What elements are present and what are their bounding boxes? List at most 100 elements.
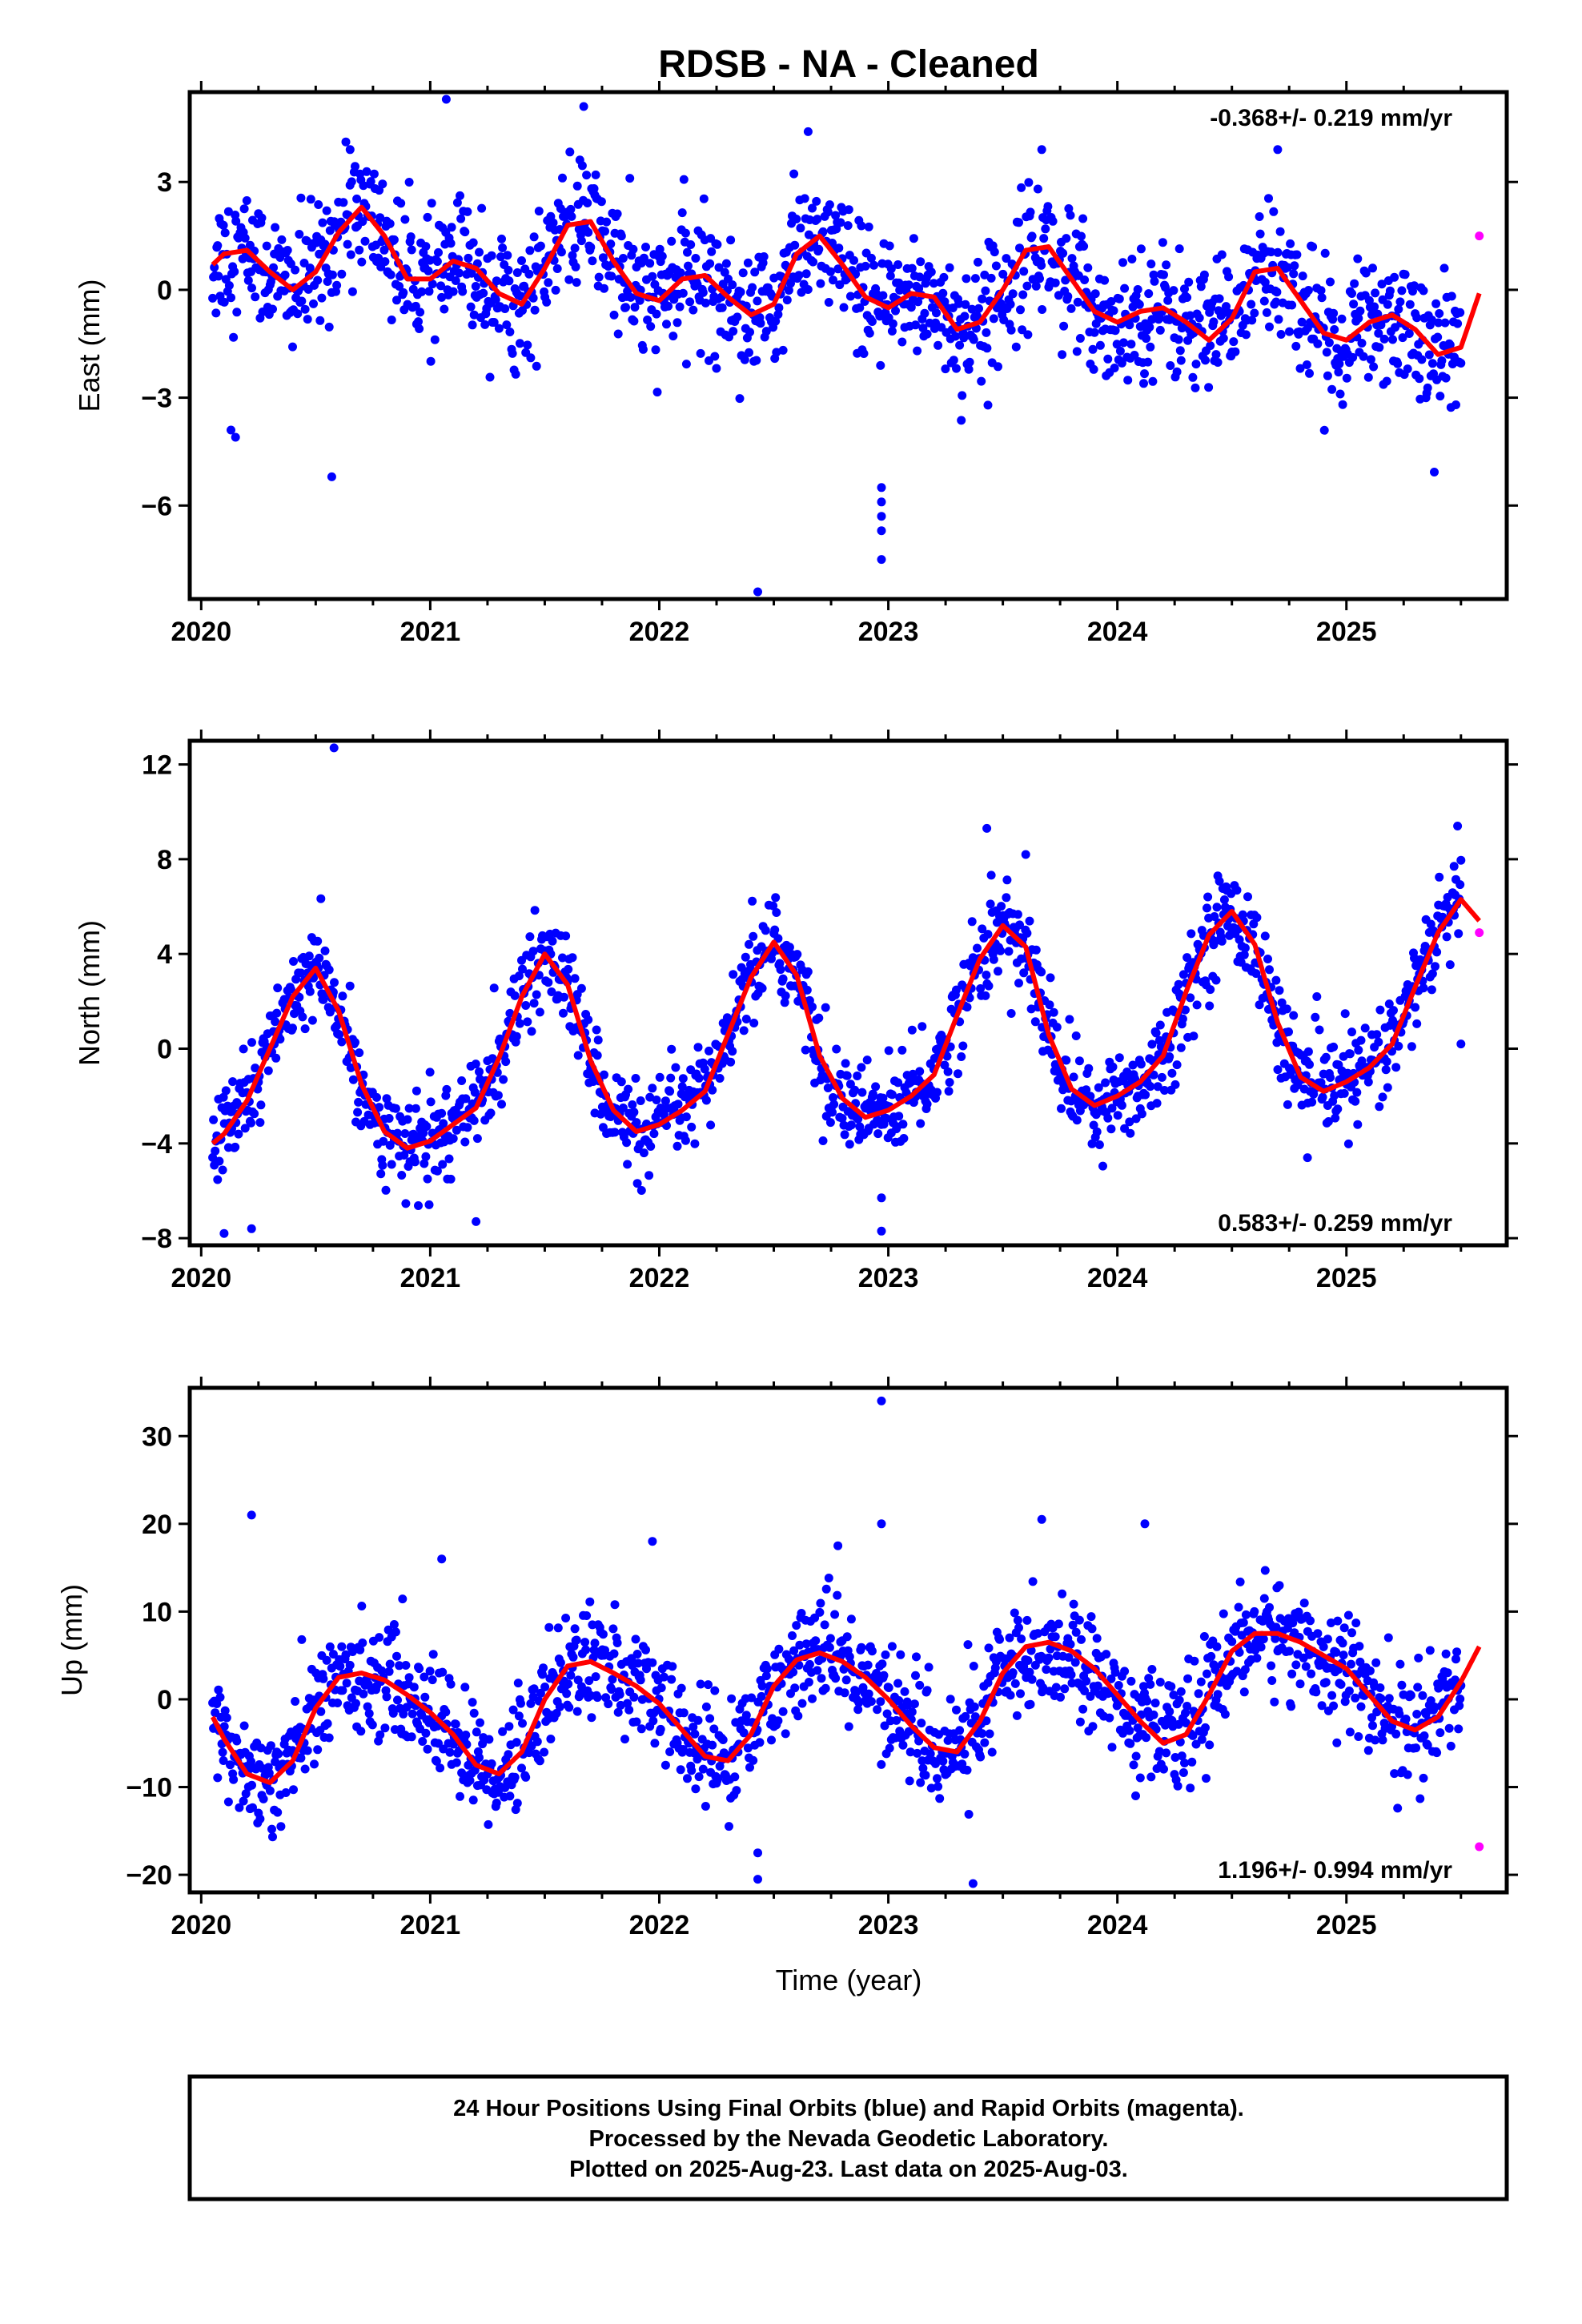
data-point [572,181,582,191]
data-point [1022,281,1032,291]
y-tick-label: −6 [141,491,172,521]
data-point [514,1711,524,1721]
data-point [1139,379,1148,388]
data-point [359,181,368,191]
final-orbit-points [208,1396,1466,1888]
data-point [745,1763,754,1772]
data-point [239,1044,248,1054]
data-point [1383,1633,1393,1642]
data-point [931,1759,940,1768]
data-point [1340,1009,1350,1019]
data-point [732,1786,741,1795]
data-point [584,1015,593,1024]
data-point [867,317,877,326]
data-point [980,1738,990,1747]
data-point [1186,311,1195,320]
data-point [778,345,788,355]
data-point [310,1759,319,1769]
data-point [523,340,532,350]
data-point [921,1771,930,1780]
data-point [678,1074,688,1084]
data-point [498,243,508,252]
data-point [504,265,513,275]
outlier-point [877,1519,886,1529]
data-point [869,260,878,270]
data-point [211,308,221,318]
data-point [677,1683,686,1693]
data-point [1251,969,1261,979]
data-point [1018,290,1028,300]
data-point [1351,1096,1360,1106]
data-point [596,197,606,207]
data-point [568,251,577,260]
data-point [512,1799,522,1808]
data-point [556,1658,565,1667]
data-point [293,1731,303,1740]
data-point [1405,300,1415,309]
data-point [970,274,980,283]
data-point [485,372,495,382]
data-point [1272,287,1282,297]
data-point [633,1659,643,1668]
data-point [912,1652,921,1662]
data-point [1074,1615,1084,1625]
data-point [366,177,375,187]
data-point [583,199,592,207]
data-point [402,1703,412,1712]
data-point [525,246,535,255]
data-point [668,1662,677,1671]
data-point [337,1037,347,1047]
data-point [1313,339,1323,348]
data-point [714,263,724,272]
data-point [351,1038,359,1047]
data-point [1176,1687,1186,1696]
data-point [1292,250,1302,259]
data-point [1089,1120,1098,1130]
data-point [745,939,753,949]
data-point [500,304,510,313]
data-point [1352,1088,1362,1097]
data-point [591,1672,600,1682]
data-point [438,1667,448,1677]
data-point [305,987,315,996]
data-point [612,1638,622,1647]
data-point [428,1675,437,1685]
data-point [1046,973,1055,983]
data-point [803,285,813,294]
data-point [705,259,715,268]
data-point [1205,1740,1215,1750]
data-point [823,207,833,217]
data-point [1381,1065,1391,1075]
data-point [1441,373,1451,383]
data-point [420,1159,429,1168]
data-point [250,1109,259,1119]
data-point [1260,278,1270,287]
data-point [729,970,738,979]
data-point [1061,275,1070,285]
data-point [1044,1653,1054,1663]
data-point [821,1584,831,1594]
data-point [853,1114,863,1124]
data-point [1363,1077,1373,1087]
data-point [1152,1099,1162,1108]
data-point [426,356,436,366]
data-point [1037,967,1046,977]
outlier-point [833,1541,843,1550]
data-point [1376,320,1386,330]
data-point [898,1120,908,1129]
data-point [984,981,994,991]
data-point [961,300,970,309]
data-point [505,328,515,336]
data-point [1136,1059,1146,1069]
data-point [560,992,568,1002]
data-point [523,1017,532,1027]
data-point [1437,356,1447,365]
data-point [808,1694,817,1703]
data-point [793,1711,803,1721]
data-point [517,256,526,265]
data-point [1182,1702,1192,1711]
data-point [820,1620,829,1630]
data-point [606,239,616,249]
data-point [1203,1669,1211,1679]
data-point [471,282,480,291]
